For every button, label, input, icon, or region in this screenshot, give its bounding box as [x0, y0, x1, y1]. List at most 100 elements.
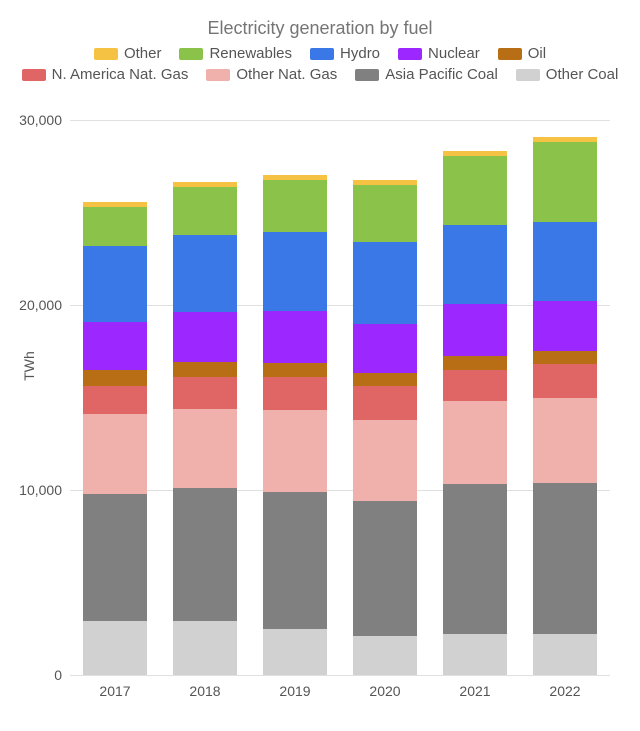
bar-seg-hydro	[533, 222, 598, 302]
legend-label: Oil	[528, 45, 546, 62]
legend-label: Renewables	[209, 45, 292, 62]
legend-item-other-coal: Other Coal	[516, 66, 619, 83]
gridline	[70, 120, 610, 121]
bar-seg-other	[353, 180, 418, 185]
bar-seg-other	[533, 137, 598, 143]
bar-seg-asia-pacific-coal	[533, 483, 598, 635]
bar-seg-nuclear	[533, 301, 598, 351]
legend-label: Nuclear	[428, 45, 480, 62]
plot-area: 010,00020,00030,000201720182019202020212…	[70, 120, 610, 675]
x-tick-label: 2019	[279, 675, 310, 699]
bar-seg-other-coal	[173, 621, 238, 675]
bar-seg-other-coal	[533, 634, 598, 675]
bar-seg-nuclear	[83, 322, 148, 370]
legend-item-other: Other	[94, 45, 162, 62]
x-tick-label: 2021	[459, 675, 490, 699]
bar-seg-other	[83, 202, 148, 207]
bar-seg-asia-pacific-coal	[443, 484, 508, 634]
bar-seg-oil	[533, 351, 598, 364]
bar-seg-hydro	[173, 235, 238, 313]
legend-item-na-nat-gas: N. America Nat. Gas	[22, 66, 189, 83]
bar-seg-asia-pacific-coal	[353, 501, 418, 636]
bar-seg-renewables	[83, 207, 148, 246]
bar-seg-nuclear	[353, 324, 418, 374]
legend-item-nuclear: Nuclear	[398, 45, 480, 62]
legend-label: Hydro	[340, 45, 380, 62]
gridline	[70, 490, 610, 491]
bar-seg-nuclear	[443, 304, 508, 356]
legend-label: Other Nat. Gas	[236, 66, 337, 83]
legend-item-other-nat-gas: Other Nat. Gas	[206, 66, 337, 83]
legend-item-asia-pacific-coal: Asia Pacific Coal	[355, 66, 498, 83]
bar-seg-other	[443, 151, 508, 157]
legend-item-oil: Oil	[498, 45, 546, 62]
y-tick-label: 20,000	[19, 297, 70, 313]
bar-seg-renewables	[533, 142, 598, 222]
chart-container: Electricity generation by fuel Other Rene…	[0, 0, 640, 731]
legend-item-hydro: Hydro	[310, 45, 380, 62]
bar-seg-other	[263, 175, 328, 180]
x-tick-label: 2020	[369, 675, 400, 699]
legend-item-renewables: Renewables	[179, 45, 292, 62]
bar-seg-oil	[353, 373, 418, 386]
bar-seg-oil	[173, 362, 238, 377]
bar-seg-na-nat-gas	[443, 370, 508, 401]
legend-swatch-oil	[498, 48, 522, 60]
bar-seg-other	[173, 182, 238, 187]
legend-swatch-asia-pacific-coal	[355, 69, 379, 81]
bar-seg-na-nat-gas	[263, 377, 328, 410]
bar-seg-renewables	[173, 187, 238, 235]
bar-seg-other-coal	[263, 629, 328, 675]
chart-title: Electricity generation by fuel	[0, 0, 640, 45]
bar-seg-other-coal	[353, 636, 418, 675]
bar-seg-hydro	[353, 242, 418, 323]
legend-swatch-other-nat-gas	[206, 69, 230, 81]
bar-seg-oil	[83, 370, 148, 387]
legend-label: Other Coal	[546, 66, 619, 83]
y-tick-label: 10,000	[19, 482, 70, 498]
bar-seg-other-nat-gas	[353, 420, 418, 501]
y-tick-label: 30,000	[19, 112, 70, 128]
x-tick-label: 2017	[99, 675, 130, 699]
bar-seg-other-coal	[83, 621, 148, 675]
bar-seg-hydro	[83, 246, 148, 322]
legend-swatch-other-coal	[516, 69, 540, 81]
legend-label: Asia Pacific Coal	[385, 66, 498, 83]
bar-seg-renewables	[353, 185, 418, 242]
bar-seg-other-nat-gas	[83, 414, 148, 494]
legend-swatch-other	[94, 48, 118, 60]
x-tick-label: 2018	[189, 675, 220, 699]
bar-seg-hydro	[443, 225, 508, 305]
bar-seg-nuclear	[173, 312, 238, 362]
legend-label: N. America Nat. Gas	[52, 66, 189, 83]
y-axis-title: TWh	[21, 351, 37, 381]
bar-seg-na-nat-gas	[173, 377, 238, 408]
gridline	[70, 305, 610, 306]
legend-swatch-na-nat-gas	[22, 69, 46, 81]
bar-seg-na-nat-gas	[83, 386, 148, 414]
bar-seg-oil	[263, 363, 328, 377]
bar-seg-other-nat-gas	[443, 401, 508, 484]
gridline	[70, 675, 610, 676]
bar-seg-renewables	[443, 156, 508, 224]
legend-swatch-nuclear	[398, 48, 422, 60]
y-tick-label: 0	[54, 667, 70, 683]
bar-seg-other-nat-gas	[173, 409, 238, 489]
bar-seg-na-nat-gas	[533, 364, 598, 397]
bar-seg-asia-pacific-coal	[263, 492, 328, 629]
bar-seg-na-nat-gas	[353, 386, 418, 419]
bar-seg-other-nat-gas	[533, 398, 598, 483]
legend-label: Other	[124, 45, 162, 62]
bar-seg-other-coal	[443, 634, 508, 675]
legend-swatch-hydro	[310, 48, 334, 60]
bar-seg-renewables	[263, 180, 328, 232]
x-tick-label: 2022	[549, 675, 580, 699]
bar-seg-other-nat-gas	[263, 410, 328, 491]
bar-seg-nuclear	[263, 311, 328, 363]
legend-swatch-renewables	[179, 48, 203, 60]
bar-seg-hydro	[263, 232, 328, 312]
bar-seg-oil	[443, 356, 508, 370]
legend: Other Renewables Hydro Nuclear Oil N. America…	[0, 45, 640, 91]
bar-seg-asia-pacific-coal	[83, 494, 148, 622]
bar-seg-asia-pacific-coal	[173, 488, 238, 621]
